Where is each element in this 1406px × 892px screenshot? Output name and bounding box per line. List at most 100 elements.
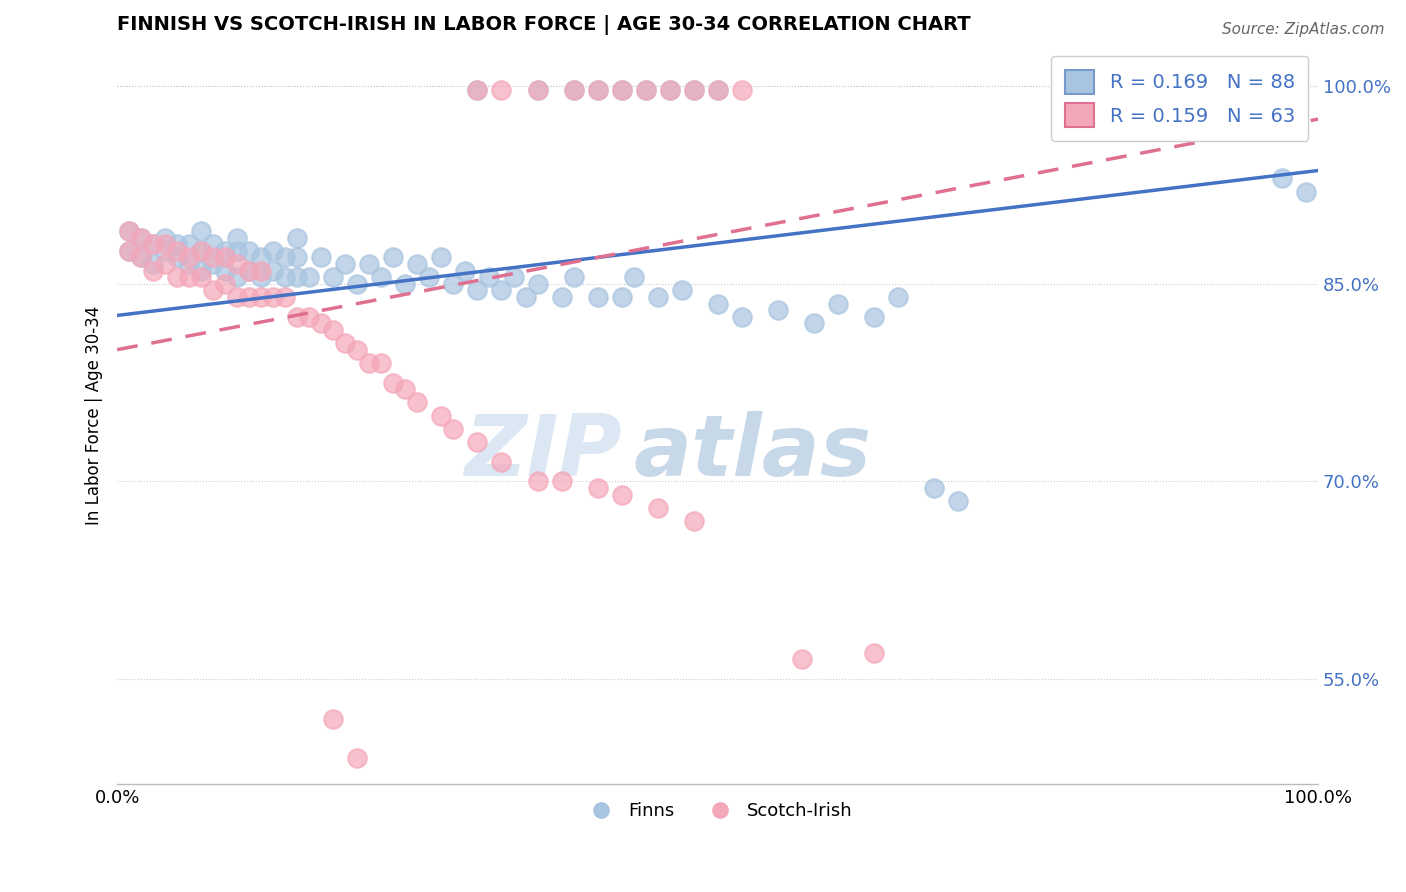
Point <box>454 263 477 277</box>
Point <box>118 244 141 258</box>
Point <box>155 257 177 271</box>
Point <box>190 270 212 285</box>
Text: atlas: atlas <box>634 411 872 494</box>
Point <box>142 257 165 271</box>
Point <box>491 284 513 298</box>
Point <box>226 244 249 258</box>
Point <box>202 237 225 252</box>
Point <box>706 296 728 310</box>
Point <box>118 224 141 238</box>
Point <box>706 83 728 97</box>
Point <box>202 257 225 271</box>
Point <box>118 244 141 258</box>
Point <box>887 290 910 304</box>
Point <box>166 251 188 265</box>
Text: FINNISH VS SCOTCH-IRISH IN LABOR FORCE | AGE 30-34 CORRELATION CHART: FINNISH VS SCOTCH-IRISH IN LABOR FORCE |… <box>117 15 970 35</box>
Point <box>406 395 429 409</box>
Point <box>250 290 273 304</box>
Point <box>682 83 704 97</box>
Point <box>443 422 465 436</box>
Point <box>946 494 969 508</box>
Point <box>491 83 513 97</box>
Point <box>166 244 188 258</box>
Point <box>478 270 501 285</box>
Point <box>179 270 201 285</box>
Point <box>634 83 657 97</box>
Point <box>610 487 633 501</box>
Point <box>322 712 344 726</box>
Point <box>586 290 609 304</box>
Point <box>274 251 297 265</box>
Point <box>467 83 489 97</box>
Point <box>285 251 308 265</box>
Point <box>406 257 429 271</box>
Point <box>285 230 308 244</box>
Point <box>118 224 141 238</box>
Point <box>467 83 489 97</box>
Point <box>526 83 548 97</box>
Point <box>827 296 849 310</box>
Point <box>322 270 344 285</box>
Point <box>550 290 572 304</box>
Point <box>335 336 357 351</box>
Point <box>322 323 344 337</box>
Point <box>129 230 152 244</box>
Point <box>491 455 513 469</box>
Point <box>610 290 633 304</box>
Point <box>335 257 357 271</box>
Point <box>922 481 945 495</box>
Point <box>502 270 524 285</box>
Y-axis label: In Labor Force | Age 30-34: In Labor Force | Age 30-34 <box>86 306 103 525</box>
Point <box>658 83 681 97</box>
Text: ZIP: ZIP <box>464 411 621 494</box>
Point <box>129 251 152 265</box>
Point <box>418 270 440 285</box>
Point <box>202 284 225 298</box>
Point <box>262 290 284 304</box>
Point <box>238 244 260 258</box>
Point <box>370 356 392 370</box>
Point <box>166 270 188 285</box>
Point <box>430 409 453 423</box>
Point <box>706 83 728 97</box>
Point <box>790 652 813 666</box>
Point <box>370 270 392 285</box>
Point <box>129 251 152 265</box>
Point <box>238 263 260 277</box>
Point <box>647 290 669 304</box>
Point <box>226 290 249 304</box>
Point <box>610 83 633 97</box>
Point <box>610 83 633 97</box>
Point <box>226 270 249 285</box>
Point <box>515 290 537 304</box>
Point <box>359 356 381 370</box>
Point <box>142 263 165 277</box>
Point <box>298 310 321 324</box>
Point <box>346 751 368 765</box>
Point <box>311 316 333 330</box>
Point <box>155 230 177 244</box>
Point <box>467 284 489 298</box>
Point <box>623 270 645 285</box>
Point <box>682 83 704 97</box>
Point <box>190 244 212 258</box>
Point <box>443 277 465 291</box>
Point <box>526 83 548 97</box>
Point <box>562 83 585 97</box>
Point <box>285 310 308 324</box>
Point <box>862 646 884 660</box>
Point <box>179 257 201 271</box>
Point <box>526 277 548 291</box>
Point <box>142 237 165 252</box>
Point <box>430 251 453 265</box>
Point <box>238 290 260 304</box>
Point <box>262 244 284 258</box>
Point <box>682 514 704 528</box>
Point <box>298 270 321 285</box>
Point <box>190 263 212 277</box>
Point <box>658 83 681 97</box>
Point <box>155 244 177 258</box>
Point <box>586 83 609 97</box>
Point <box>467 434 489 449</box>
Point <box>142 237 165 252</box>
